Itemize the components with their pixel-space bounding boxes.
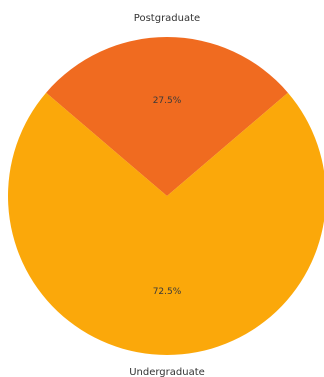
pie-percent-label-postgraduate: 27.5% (153, 96, 182, 106)
pie-category-label-postgraduate: Postgraduate (134, 13, 200, 24)
pie-slice-postgraduate (46, 37, 288, 196)
pie-slice-undergraduate (8, 92, 324, 355)
pie-percent-label-undergraduate: 72.5% (153, 287, 182, 297)
pie-category-label-undergraduate: Undergraduate (129, 367, 205, 377)
